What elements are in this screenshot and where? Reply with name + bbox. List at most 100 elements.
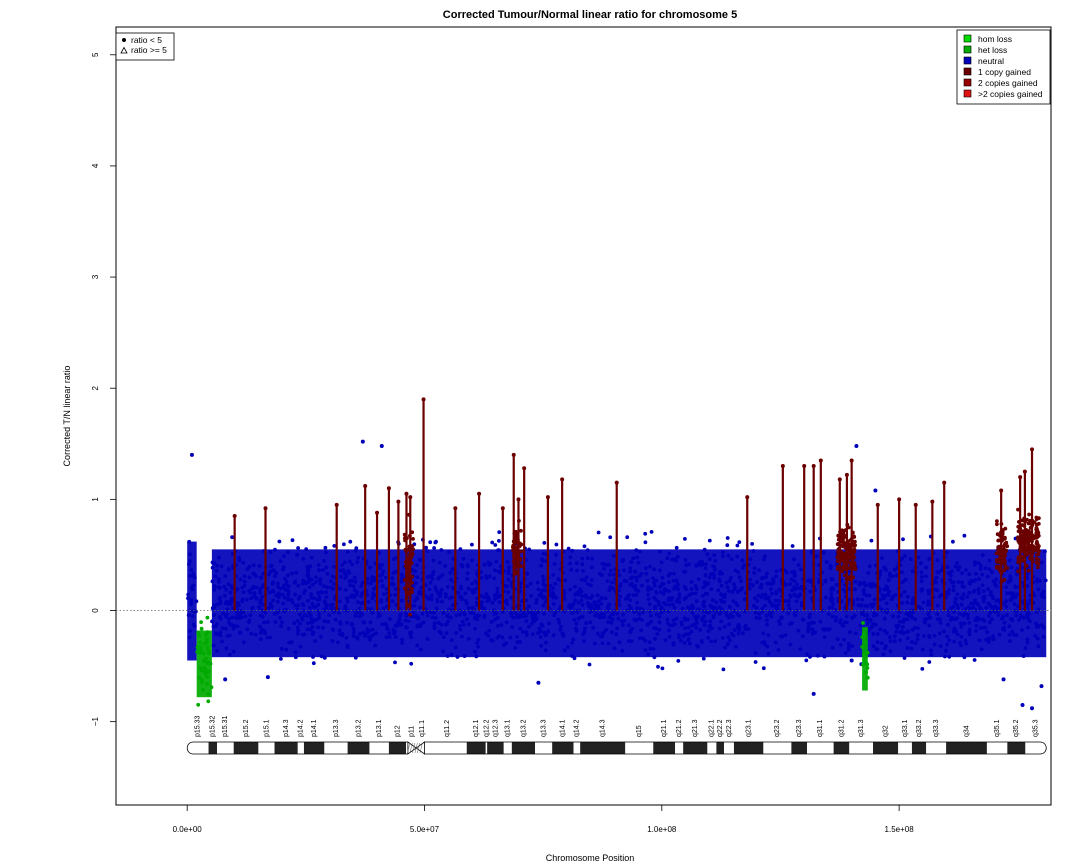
data-point [728, 578, 732, 583]
data-point [959, 634, 964, 639]
y-tick-label: 0 [91, 608, 100, 613]
cytoband [707, 742, 717, 754]
data-point [709, 639, 713, 644]
data-point [296, 632, 300, 636]
data-point [416, 624, 421, 629]
data-point [874, 613, 879, 617]
data-point [893, 567, 897, 572]
data-point [290, 538, 295, 543]
data-point [955, 592, 960, 597]
cytoband [347, 742, 370, 754]
data-point [643, 531, 648, 536]
data-point [314, 618, 318, 622]
data-point [331, 628, 336, 632]
data-point [235, 587, 240, 592]
data-point [432, 621, 437, 626]
data-point [432, 626, 437, 631]
data-point [281, 601, 286, 606]
data-point [986, 636, 991, 641]
data-point [415, 643, 420, 648]
data-point [865, 604, 870, 609]
data-point [206, 692, 211, 696]
data-point [1021, 654, 1026, 658]
data-point [468, 610, 473, 615]
data-point [702, 614, 707, 619]
data-point [329, 579, 333, 584]
gain-spike-top-point [942, 480, 947, 485]
data-point [974, 608, 978, 612]
data-point [298, 621, 302, 626]
data-point [1034, 527, 1039, 532]
data-point [737, 575, 742, 580]
data-point [390, 576, 395, 581]
data-point [311, 661, 316, 666]
data-point [437, 629, 442, 634]
data-point [988, 603, 993, 608]
data-point [273, 574, 277, 579]
chromosome-ideogram [186, 741, 1047, 755]
data-point [959, 621, 963, 626]
data-point [321, 568, 325, 572]
legend-swatch [963, 89, 972, 98]
cytoband [388, 742, 406, 754]
data-point [281, 565, 286, 570]
cytoband [303, 742, 325, 754]
data-point [1025, 637, 1030, 642]
data-point [296, 583, 301, 588]
data-point [924, 617, 929, 621]
data-point [370, 591, 375, 595]
data-point [400, 637, 404, 642]
data-point [540, 623, 545, 628]
data-point [927, 635, 932, 639]
data-point [186, 592, 191, 597]
data-point [497, 548, 502, 553]
data-point [755, 598, 760, 603]
data-point [498, 593, 503, 598]
data-point [707, 538, 712, 543]
data-point [588, 620, 593, 625]
data-point [318, 582, 323, 586]
data-point [752, 571, 757, 575]
data-point [750, 542, 754, 546]
data-point [741, 566, 745, 570]
data-points [186, 397, 1048, 711]
data-point [190, 584, 195, 589]
data-point [534, 616, 539, 621]
cytoband [427, 742, 467, 754]
data-point [428, 580, 433, 585]
data-point [574, 621, 579, 626]
gain-spike-top-point [897, 497, 902, 502]
data-point [670, 623, 675, 628]
cytoband-label: p14.1 [311, 719, 318, 737]
data-point [698, 560, 702, 564]
data-point [979, 626, 983, 630]
data-point [568, 561, 572, 566]
data-point [224, 646, 229, 651]
data-point [250, 608, 255, 613]
data-point [792, 579, 797, 583]
data-point [353, 655, 358, 660]
data-point [271, 588, 275, 593]
data-point [393, 569, 398, 574]
data-point [237, 558, 242, 563]
data-point [357, 614, 362, 619]
data-point [210, 579, 215, 584]
data-point [563, 578, 568, 583]
data-point [355, 590, 360, 595]
data-point [218, 599, 223, 604]
data-point [773, 598, 778, 603]
data-point [454, 613, 459, 618]
data-point [446, 619, 451, 624]
data-point [205, 615, 210, 620]
cytoband-label: q14.1 [560, 719, 567, 737]
data-point [682, 597, 687, 601]
data-point [973, 598, 978, 603]
data-point [573, 584, 577, 589]
data-point [339, 574, 343, 579]
data-point [737, 589, 741, 593]
data-point [351, 626, 356, 631]
data-point [466, 586, 471, 591]
data-point [967, 590, 972, 595]
data-point [274, 571, 278, 575]
data-point [300, 633, 305, 637]
